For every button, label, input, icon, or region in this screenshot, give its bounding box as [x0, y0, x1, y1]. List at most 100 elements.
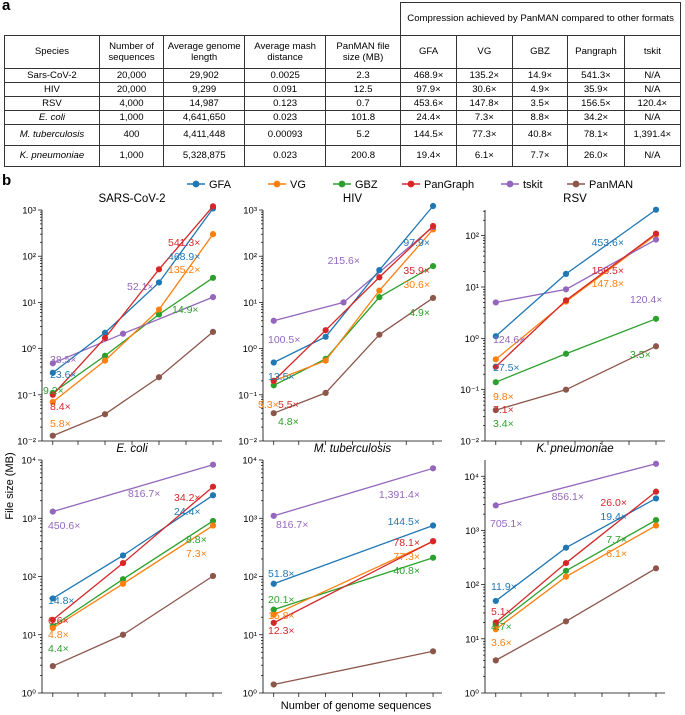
data-point-pangraph: [155, 266, 163, 273]
legend-marker: [273, 180, 281, 188]
data-point-tskit: [270, 317, 277, 324]
compression-annotation: 8.8×: [186, 534, 207, 546]
table-cell: 135.2×: [455, 68, 513, 83]
y-tick-label: 10¹: [22, 630, 36, 641]
data-point-pangraph: [492, 363, 499, 370]
table-cell: 19.4×: [400, 145, 457, 167]
legend-label: VG: [290, 179, 306, 191]
charts-figure: GFA VG GBZ PanGraph tskit PanMAN File size (MB…: [4, 179, 665, 712]
table-header-row: Species Number of sequences Average genome…: [4, 35, 682, 69]
data-point-vg: [562, 573, 570, 580]
table-cell: 0.00093: [244, 124, 326, 146]
compression-annotation: 77.3×: [393, 551, 420, 563]
compression-annotation: 4.4×: [48, 643, 69, 655]
data-point-tskit: [270, 512, 277, 519]
species-cell: RSV: [4, 96, 100, 111]
data-point-pangraph: [119, 559, 127, 567]
data-point-vg: [652, 522, 660, 529]
compression-annotation: 5.5×: [278, 399, 299, 411]
data-point-pangraph: [209, 483, 217, 490]
series-line-gfa: [495, 497, 657, 602]
table-header-cell: PanMAN file size (MB): [324, 35, 402, 69]
data-point-vg: [322, 357, 329, 364]
chart-panel: HIV 10⁻² 10⁻¹ 10⁰ 10¹ 10² 10³ 97.9× 215.6× 35.9× 3…: [238, 193, 442, 448]
data-point-pangraph: [652, 230, 660, 237]
compression-group-header: Compression achieved by PanMAN compared …: [400, 2, 681, 36]
legend-item: VG: [268, 179, 306, 191]
compression-annotation: 450.6×: [48, 520, 80, 532]
data-point-gbz: [429, 554, 437, 561]
data-point-tskit: [562, 286, 570, 293]
table-header-cell: VG: [455, 35, 513, 69]
data-point-vg: [270, 611, 277, 618]
compression-annotation: 52.1×: [127, 281, 154, 293]
table-header-cell: tskit: [623, 35, 682, 69]
data-point-panman: [270, 410, 277, 417]
compression-annotation: 135.2×: [168, 264, 200, 276]
data-point-tskit: [119, 330, 127, 337]
data-point-panman: [101, 411, 109, 418]
data-point-gbz: [562, 350, 570, 357]
y-tick-label: 10⁰: [22, 689, 37, 700]
data-point-gfa: [101, 329, 109, 336]
table-cell: 20,000: [98, 82, 165, 97]
data-point-gbz: [652, 315, 660, 322]
y-tick-label: 10²: [465, 231, 479, 242]
y-tick-label: 10²: [243, 252, 257, 263]
table-cell: 0.0025: [244, 68, 326, 83]
table-row: HIV 20,000 9,299 0.091 12.5 97.9× 30.6× 4.9× 35.…: [4, 82, 682, 97]
series-line-panman: [273, 650, 434, 686]
compression-annotation: 24.4×: [174, 506, 201, 518]
data-point-pangraph: [101, 334, 109, 342]
compression-annotation: 124.6×: [493, 334, 525, 346]
data-point-pangraph: [49, 616, 56, 623]
legend-item: GBZ: [333, 179, 378, 191]
legend-label: PanGraph: [424, 179, 474, 191]
table-cell: 0.023: [244, 145, 326, 167]
data-point-panman: [562, 386, 570, 393]
series-line-pangraph: [273, 225, 434, 382]
compression-annotation: 78.1×: [393, 537, 420, 549]
data-point-pangraph: [376, 274, 383, 281]
data-point-panman: [209, 572, 217, 580]
data-point-gfa: [322, 333, 329, 340]
data-point-gbz: [101, 352, 109, 359]
compression-annotation: 14.8×: [48, 595, 75, 607]
compression-annotation: 7.7×: [606, 534, 627, 546]
data-point-pangraph: [562, 559, 570, 567]
table-cell: 14,987: [163, 96, 246, 111]
table-cell: 12.5: [324, 82, 402, 97]
table-row: Sars-CoV-2 20,000 29,902 0.0025 2.3 468.9× 135…: [4, 68, 682, 83]
data-point-pangraph: [492, 619, 499, 626]
table-header-cell: Species: [4, 35, 100, 69]
y-tick-label: 10¹: [22, 298, 36, 309]
table-cell: 8.8×: [511, 110, 569, 125]
data-point-panman: [49, 662, 56, 670]
data-point-gfa: [429, 522, 437, 529]
y-axis-title: File size (MB): [4, 452, 16, 519]
series-line-gbz: [495, 519, 657, 626]
compression-annotation: 215.6×: [328, 255, 360, 267]
compression-annotation: 7.1×: [493, 404, 514, 416]
data-point-pangraph: [322, 327, 329, 334]
compression-annotation: 5.8×: [50, 418, 71, 430]
data-point-gfa: [562, 544, 570, 551]
table-cell: 78.1×: [567, 124, 625, 146]
panel-title: M. tuberculosis: [314, 443, 392, 455]
data-point-vg: [209, 231, 217, 238]
table-cell: 0.7: [324, 96, 402, 111]
data-point-pangraph: [562, 297, 570, 304]
compression-annotation: 13.5×: [268, 371, 295, 383]
data-point-pangraph: [209, 203, 217, 210]
table-cell: 541.3×: [567, 68, 625, 83]
data-point-gfa: [49, 595, 56, 602]
table-cell: 400: [98, 124, 165, 146]
data-point-gbz: [270, 606, 277, 613]
y-tick-label: 10²: [22, 252, 36, 263]
table-cell: 5.2: [324, 124, 402, 146]
data-point-panman: [492, 657, 499, 664]
data-point-pangraph: [429, 538, 437, 545]
data-point-vg: [492, 356, 499, 363]
y-tick-label: 10⁰: [22, 344, 37, 355]
data-point-panman: [429, 294, 437, 302]
